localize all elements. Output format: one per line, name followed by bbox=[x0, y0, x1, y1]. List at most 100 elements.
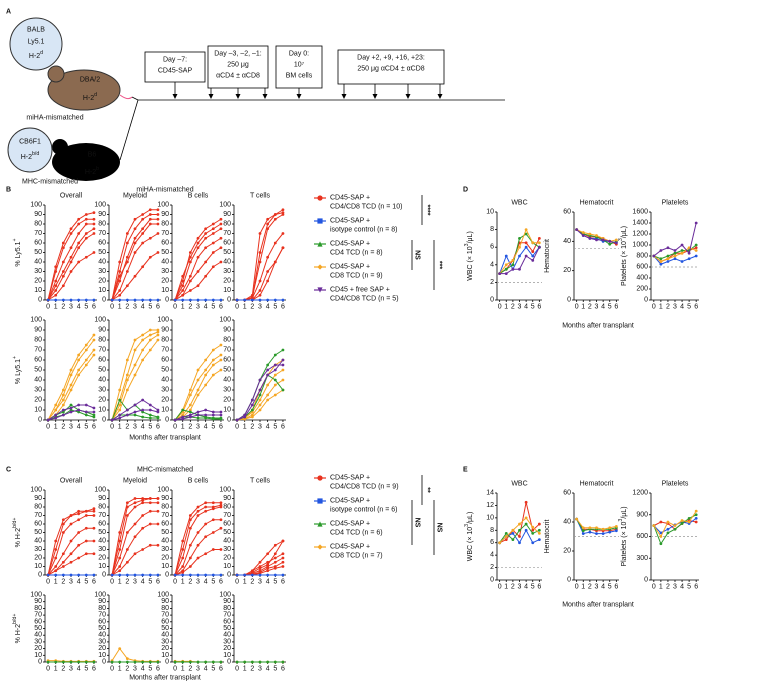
significance-label: NS bbox=[436, 523, 443, 533]
y-tick-label: 0 bbox=[38, 572, 42, 579]
x-tick-label: 0 bbox=[173, 666, 177, 673]
data-point bbox=[595, 532, 598, 535]
data-point bbox=[673, 257, 677, 261]
significance-label: ** bbox=[424, 487, 431, 493]
data-point bbox=[219, 358, 223, 362]
y-tick-label: 100 bbox=[30, 317, 42, 324]
y-tick-label: 20 bbox=[34, 645, 42, 652]
data-point bbox=[243, 298, 247, 302]
y-tick-label: 80 bbox=[223, 605, 231, 612]
data-point bbox=[219, 660, 223, 664]
data-point bbox=[581, 526, 585, 530]
x-tick-label: 6 bbox=[614, 584, 618, 591]
data-point bbox=[133, 501, 137, 505]
data-point bbox=[54, 293, 58, 297]
recipient-mouse bbox=[47, 69, 121, 111]
x-tick-label: 0 bbox=[173, 304, 177, 311]
superscript: + bbox=[12, 238, 18, 241]
data-point bbox=[196, 378, 200, 382]
data-point bbox=[673, 254, 677, 258]
data-point bbox=[219, 413, 223, 417]
data-point bbox=[211, 531, 215, 534]
data-point bbox=[141, 241, 145, 245]
data-point bbox=[595, 234, 598, 237]
data-point bbox=[125, 560, 129, 564]
data-point bbox=[281, 556, 285, 560]
y-tick-label: 80 bbox=[161, 605, 169, 612]
data-point bbox=[281, 565, 285, 568]
recipient-h2: H-2d bbox=[83, 92, 97, 102]
x-tick-label: 1 bbox=[504, 584, 508, 591]
data-point bbox=[54, 265, 58, 269]
data-point bbox=[498, 272, 502, 275]
data-point bbox=[211, 358, 215, 362]
x-tick-label: 5 bbox=[84, 579, 88, 586]
data-point bbox=[504, 535, 508, 538]
data-point bbox=[77, 241, 81, 245]
y-tick-label: 80 bbox=[223, 221, 231, 228]
data-point bbox=[196, 416, 200, 420]
superscript: b bbox=[96, 166, 99, 172]
step-box bbox=[207, 45, 269, 89]
data-point bbox=[281, 363, 285, 367]
data-point bbox=[281, 368, 285, 372]
legend-marker bbox=[317, 498, 323, 504]
x-tick-label: 1 bbox=[118, 424, 122, 431]
data-point bbox=[77, 518, 81, 522]
data-point bbox=[118, 298, 122, 302]
data-point bbox=[235, 660, 239, 664]
x-tick-label: 2 bbox=[588, 304, 592, 311]
data-point bbox=[156, 333, 160, 337]
data-point bbox=[258, 408, 262, 412]
y-tick-label: 60 bbox=[161, 240, 169, 247]
data-point bbox=[196, 505, 200, 509]
data-point bbox=[84, 217, 88, 221]
x-tick-label: 0 bbox=[575, 584, 579, 591]
x-tick-label: 1 bbox=[54, 424, 58, 431]
y-tick-label: 70 bbox=[98, 347, 106, 354]
text-part: Hematocrit bbox=[544, 520, 551, 554]
x-tick-label: 6 bbox=[614, 304, 618, 311]
data-point bbox=[250, 298, 254, 302]
significance-label: *** bbox=[436, 261, 443, 269]
data-point bbox=[69, 368, 73, 372]
data-point bbox=[211, 507, 215, 511]
data-point bbox=[687, 251, 691, 255]
data-point bbox=[77, 358, 81, 362]
mouse-art bbox=[7, 17, 505, 181]
data-point bbox=[77, 403, 81, 407]
data-point bbox=[92, 552, 96, 556]
data-point bbox=[680, 251, 684, 255]
data-point bbox=[84, 660, 88, 664]
y-tick-label: 70 bbox=[34, 612, 42, 619]
y-tick-label: 70 bbox=[34, 512, 42, 519]
data-point bbox=[204, 232, 208, 235]
y-tick-label: 50 bbox=[34, 529, 42, 536]
x-tick-label: 2 bbox=[250, 424, 254, 431]
data-point bbox=[196, 388, 200, 392]
x-tick-label: 3 bbox=[258, 579, 262, 586]
y-tick-label: 12 bbox=[486, 502, 494, 509]
y-tick-label: 50 bbox=[223, 529, 231, 536]
x-tick-label: 5 bbox=[531, 304, 535, 311]
y-tick-label: 40 bbox=[34, 538, 42, 545]
data-point bbox=[69, 403, 73, 407]
data-point bbox=[54, 660, 58, 664]
data-point bbox=[148, 217, 152, 221]
data-point bbox=[133, 522, 137, 526]
x-tick-label: 0 bbox=[46, 304, 50, 311]
data-point bbox=[588, 232, 592, 236]
legend-marker bbox=[317, 195, 323, 201]
data-point bbox=[181, 660, 185, 664]
data-point bbox=[504, 263, 508, 267]
data-point bbox=[141, 415, 145, 419]
y-tick-label: 30 bbox=[223, 268, 231, 275]
data-point bbox=[118, 413, 122, 417]
data-point bbox=[188, 573, 192, 577]
recipient-strain: B6 bbox=[88, 152, 97, 159]
y-tick-label: 100 bbox=[30, 487, 42, 494]
data-point bbox=[69, 232, 73, 235]
data-point bbox=[133, 274, 137, 278]
x-tick-label: 4 bbox=[266, 666, 270, 673]
y-tick-label: 90 bbox=[34, 327, 42, 334]
